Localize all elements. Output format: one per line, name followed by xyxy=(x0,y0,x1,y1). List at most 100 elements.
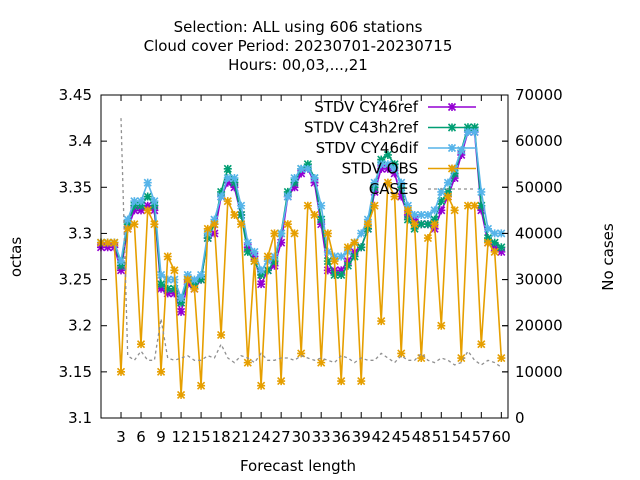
series-3-point-13 xyxy=(183,275,192,284)
series-3-point-58 xyxy=(483,238,493,247)
series-1-point-43 xyxy=(383,150,392,160)
series-0-point-11 xyxy=(170,289,179,298)
series-3-point-28 xyxy=(283,220,292,229)
series-0-point-3 xyxy=(116,266,126,275)
series-3-point-38 xyxy=(350,238,359,247)
series-2-point-59 xyxy=(490,229,499,238)
y2-tick-label-1: 10000 xyxy=(515,363,563,381)
x-tick-label-6: 21 xyxy=(232,428,251,446)
series-3-point-33 xyxy=(317,358,326,367)
series-2-point-28 xyxy=(283,192,292,201)
series-2-point-34 xyxy=(323,247,332,256)
series-1-point-36 xyxy=(337,270,346,280)
series-3-point-5 xyxy=(130,220,139,229)
series-2-point-45 xyxy=(397,178,406,187)
series-3-point-35 xyxy=(330,257,339,266)
series-3-point-54 xyxy=(457,353,466,363)
series-3-point-6 xyxy=(136,340,146,349)
series-2-point-32 xyxy=(310,173,319,183)
legend-label-0: STDV CY46ref xyxy=(314,98,419,116)
chart-title-line-3: Hours: 00,03,...,21 xyxy=(228,56,368,74)
series-1-point-44 xyxy=(390,160,399,169)
series-3-point-56 xyxy=(470,201,479,210)
series-3-point-43 xyxy=(383,178,392,187)
series-0-point-30 xyxy=(297,169,306,178)
series-3-point-32 xyxy=(310,210,319,220)
legend-label-4: CASES xyxy=(369,180,418,198)
series-2-point-22 xyxy=(243,238,252,247)
series-1-point-5 xyxy=(130,201,139,210)
y2-tick-label-7: 70000 xyxy=(515,86,563,104)
series-2-point-12 xyxy=(177,293,186,303)
x-tick-label-13: 42 xyxy=(372,428,391,446)
x-tick-label-7: 24 xyxy=(252,428,271,446)
series-2-point-39 xyxy=(357,229,366,238)
series-2-point-10 xyxy=(163,275,172,284)
legend-label-2: STDV CY46dif xyxy=(316,139,419,157)
series-2-point-20 xyxy=(230,173,239,183)
series-0-point-57 xyxy=(477,206,486,215)
series-1-point-28 xyxy=(283,187,292,196)
series-1-point-52 xyxy=(443,187,453,196)
y2-tick-label-5: 50000 xyxy=(515,178,563,196)
series-3-point-23 xyxy=(250,257,259,266)
series-2-point-30 xyxy=(297,164,306,173)
series-0-point-29 xyxy=(290,183,299,192)
series-1-point-6 xyxy=(136,201,146,210)
series-1-point-51 xyxy=(437,197,446,206)
series-0-point-5 xyxy=(130,206,139,215)
series-1-point-45 xyxy=(397,183,406,192)
y-tick-label-6: 3.4 xyxy=(68,132,92,150)
series-2-point-58 xyxy=(483,224,493,233)
y-tick-label-4: 3.3 xyxy=(68,224,92,242)
series-2-point-43 xyxy=(383,160,392,169)
series-0-point-59 xyxy=(490,243,499,252)
series-2-point-18 xyxy=(217,192,226,201)
series-3-point-25 xyxy=(263,252,272,261)
series-2-point-23 xyxy=(250,247,259,256)
series-3-point-15 xyxy=(197,381,206,390)
series-2-point-26 xyxy=(270,252,279,261)
x-tick-label-17: 54 xyxy=(452,428,471,446)
series-3-point-14 xyxy=(190,284,199,293)
series-2-point-51 xyxy=(437,187,446,196)
series-2-point-41 xyxy=(370,178,379,187)
series-3-point-24 xyxy=(257,381,266,390)
series-3-point-42 xyxy=(377,317,386,326)
series-3-point-55 xyxy=(463,201,473,210)
y2-axis-label: No cases xyxy=(599,223,617,291)
series-3-point-57 xyxy=(477,340,486,349)
series-3-point-17 xyxy=(210,220,219,229)
series-0-point-20 xyxy=(230,183,239,192)
series-1-point-24 xyxy=(257,270,266,280)
series-0-point-12 xyxy=(177,307,186,316)
series-3-point-9 xyxy=(156,367,166,376)
chart-title-line-1: Selection: ALL using 606 stations xyxy=(174,18,423,36)
y2-tick-label-0: 0 xyxy=(515,409,525,427)
series-0-point-54 xyxy=(457,150,466,160)
series-line-4 xyxy=(120,118,502,368)
series-1-point-39 xyxy=(357,243,366,252)
series-0-point-36 xyxy=(337,266,346,275)
chart-title-line-2: Cloud cover Period: 20230701-20230715 xyxy=(144,37,453,55)
series-2-point-33 xyxy=(317,201,326,210)
x-tick-label-16: 51 xyxy=(432,428,451,446)
series-3-point-27 xyxy=(277,377,286,386)
y-axis-label: octas xyxy=(7,237,25,277)
series-3-point-44 xyxy=(390,192,399,201)
series-1-point-42 xyxy=(377,155,386,164)
series-2-point-15 xyxy=(197,270,206,280)
series-3-point-49 xyxy=(423,233,432,243)
series-2-point-60 xyxy=(497,229,506,238)
series-3-point-2 xyxy=(110,238,119,247)
series-2-point-52 xyxy=(443,178,453,187)
series-1-point-14 xyxy=(190,280,199,289)
series-2-point-29 xyxy=(290,173,299,183)
series-2-point-17 xyxy=(210,215,219,224)
series-3-point-52 xyxy=(443,192,453,201)
series-3-point-20 xyxy=(230,210,239,220)
series-1-point-49 xyxy=(423,220,432,229)
series-3-point-26 xyxy=(270,229,279,238)
series-1-point-12 xyxy=(177,298,186,307)
series-1-point-19 xyxy=(223,164,232,173)
